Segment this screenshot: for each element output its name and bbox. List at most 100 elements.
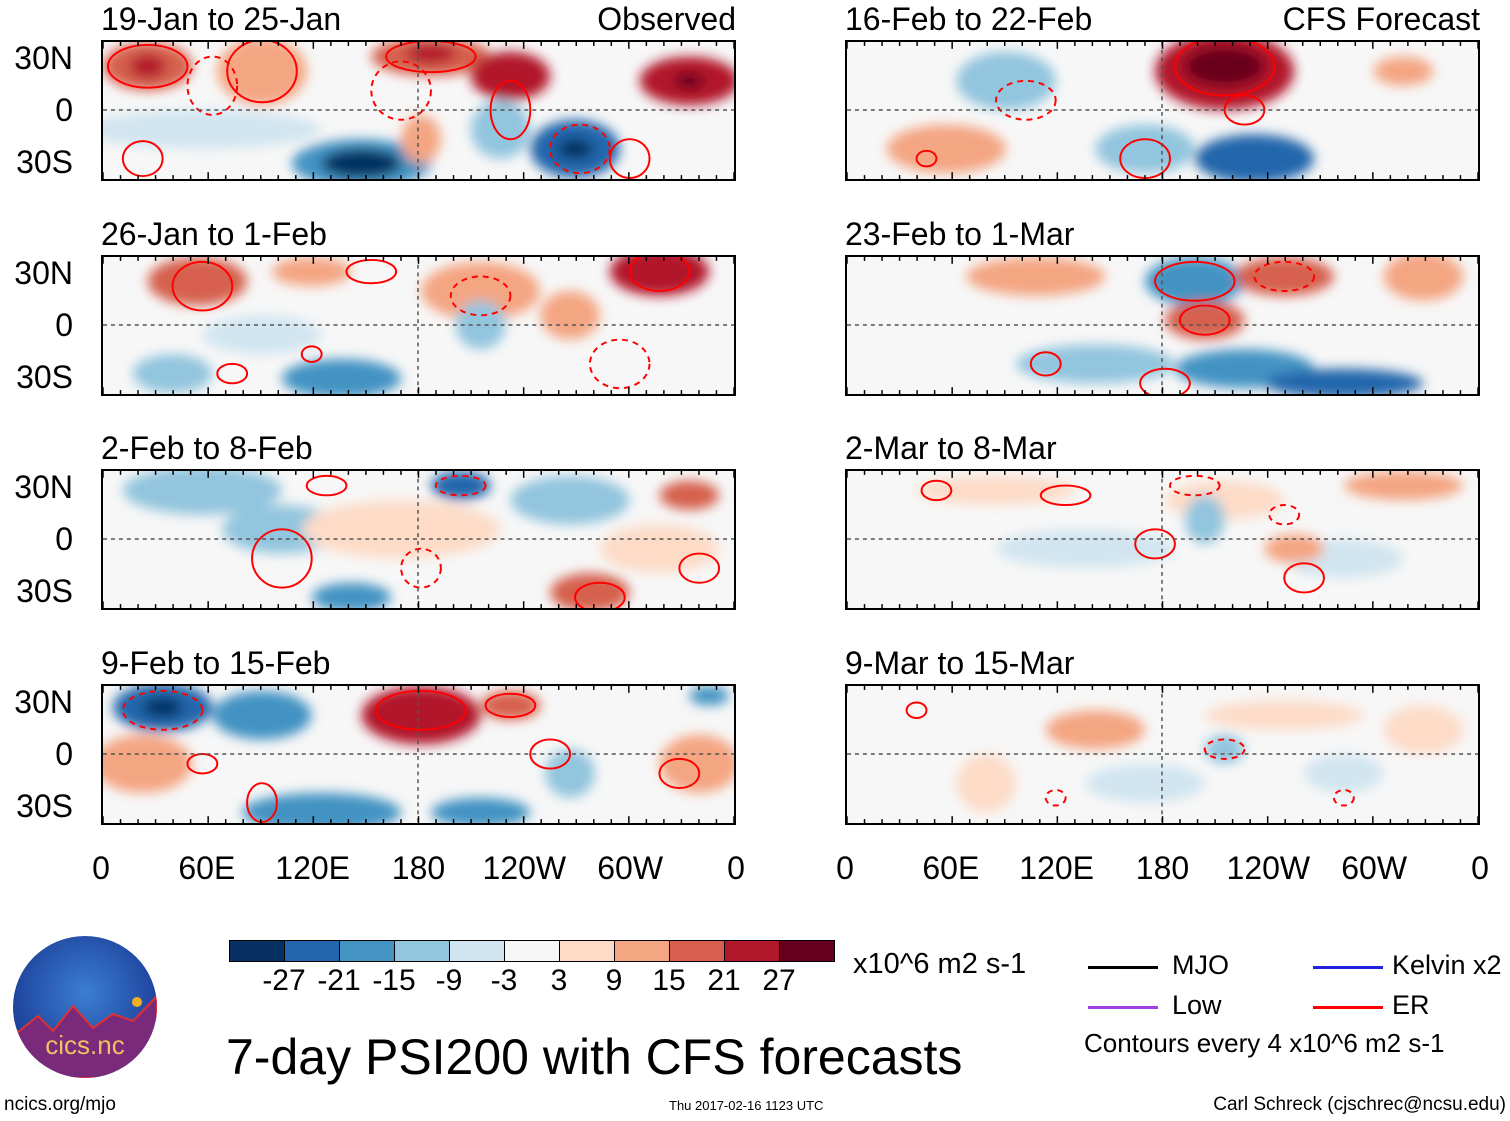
psi200-anomaly-map [847, 42, 1478, 179]
colorbar-swatch [614, 940, 670, 962]
colorbar-tick: 9 [605, 964, 623, 997]
lat-label: 0 [55, 307, 73, 343]
er-contour [449, 275, 512, 317]
lat-label: 30N [14, 469, 73, 505]
colorbar-swatch [449, 940, 505, 962]
legend-label: ER [1392, 990, 1430, 1020]
panel-title: 2-Mar to 8-Mar [845, 430, 1057, 466]
er-contour [529, 738, 572, 770]
colorbar-tick: -15 [372, 964, 416, 997]
lat-label: 0 [55, 92, 73, 128]
colorbar-swatch [394, 940, 450, 962]
footer-url[interactable]: ncics.org/mjo [4, 1094, 116, 1115]
anomaly-shading [480, 690, 541, 721]
colorbar-swatch [504, 940, 560, 962]
anomaly-shading [1194, 134, 1315, 179]
lat-label: 30N [14, 684, 73, 720]
anomaly-shading [1164, 480, 1285, 520]
lon-label: 60E [922, 850, 980, 886]
legend-line-low [1088, 1006, 1158, 1009]
anomaly-shading [406, 43, 456, 64]
lat-label: 0 [55, 521, 73, 557]
er-contour [574, 581, 626, 608]
psi200-anomaly-map [847, 257, 1478, 394]
er-contour [251, 528, 313, 589]
colorbar-tick: -21 [317, 964, 361, 997]
anomaly-shading [966, 257, 1106, 296]
anomaly-shading [916, 475, 1076, 506]
er-contour [678, 552, 721, 584]
er-contour [345, 258, 398, 285]
map-panel [845, 255, 1480, 396]
colorbar-swatch [724, 940, 780, 962]
anomaly-shading [401, 114, 441, 164]
anomaly-shading [1264, 534, 1324, 564]
lat-label: 30S [16, 144, 73, 180]
anomaly-shading [470, 51, 551, 101]
panel-title: 2-Feb to 8-Feb [101, 430, 313, 466]
anomaly-shading [550, 573, 630, 608]
anomaly-shading [281, 359, 402, 394]
anomaly-shading [132, 354, 213, 394]
er-contour [608, 138, 651, 179]
er-contour [1154, 260, 1236, 302]
anomaly-shading [1343, 471, 1464, 501]
anomaly-shading [956, 754, 1016, 813]
anomaly-shading [430, 797, 531, 823]
er-contour [1283, 562, 1325, 594]
logo-text: cics.nc [45, 1030, 124, 1060]
contour-note: Contours every 4 x10^6 m2 s-1 [1084, 1028, 1445, 1058]
er-contour [246, 782, 278, 823]
er-contour [370, 60, 432, 121]
anomaly-shading [557, 139, 593, 159]
anomaly-shading [420, 261, 541, 321]
er-contour [1044, 788, 1067, 807]
anomaly-shading [1383, 705, 1464, 755]
anomaly-shading [1204, 700, 1364, 730]
panel-title: 23-Feb to 1-Mar [845, 216, 1075, 252]
footer-author: Carl Schreck (cjschrec@ncsu.edu) [1213, 1094, 1506, 1115]
anomaly-shading [103, 110, 322, 149]
er-contour [216, 362, 249, 385]
anomaly-shading [599, 524, 720, 574]
er-contour [1178, 304, 1231, 336]
anomaly-shading [1304, 754, 1384, 793]
anomaly-shading [510, 475, 630, 525]
legend-line-mjo [1088, 966, 1158, 969]
lat-label: 30N [14, 40, 73, 76]
er-contour [300, 345, 323, 363]
er-contour [121, 140, 164, 178]
lon-label: 60W [1341, 850, 1408, 886]
colorbar-units: x10^6 m2 s-1 [853, 948, 1027, 980]
map-panel [845, 469, 1480, 610]
lat-label: 30N [14, 255, 73, 291]
er-contour [385, 42, 477, 74]
anomaly-shading [634, 261, 685, 282]
anomaly-shading [996, 529, 1175, 569]
map-panel [845, 684, 1480, 825]
colorbar-tick: -27 [262, 964, 306, 997]
er-contour [375, 689, 467, 731]
anomaly-shading [217, 42, 307, 106]
psi200-anomaly-map [103, 471, 734, 608]
er-contour [1139, 367, 1191, 394]
psi200-anomaly-map [847, 471, 1478, 608]
panel-source-label: Observed [597, 1, 736, 37]
anomaly-shading [1015, 344, 1175, 384]
psi200-anomaly-map [103, 257, 734, 394]
cics-logo: cics.nc [13, 936, 157, 1078]
lat-label: 30S [16, 359, 73, 395]
anomaly-shading [545, 749, 595, 798]
anomaly-shading [1085, 763, 1205, 803]
er-contour [628, 257, 691, 292]
anomaly-shading [301, 500, 501, 559]
psi200-anomaly-map [847, 686, 1478, 823]
colorbar-swatch [559, 940, 615, 962]
legend-line-kelvin [1313, 966, 1383, 969]
anomaly-shading [122, 471, 282, 515]
er-contour [915, 149, 938, 168]
colorbar-tick: -9 [435, 964, 463, 997]
er-contour [186, 55, 239, 116]
er-contour [1223, 94, 1266, 126]
